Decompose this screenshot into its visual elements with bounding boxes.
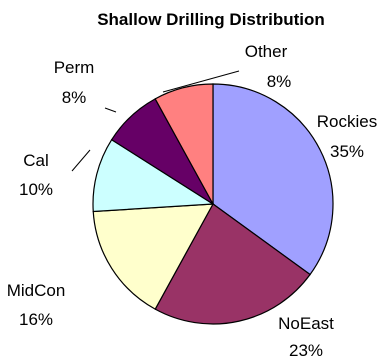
slice-percent-rockies: 35% <box>330 142 364 161</box>
pie-slice-other <box>154 83 214 205</box>
pie-slice-noeast <box>154 203 311 325</box>
leader-lines <box>71 70 240 172</box>
slice-percent-cal: 10% <box>19 180 53 199</box>
leader-line-other <box>162 70 240 93</box>
slice-label-noeast: NoEast <box>278 314 334 333</box>
slice-percent-noeast: 23% <box>289 341 323 360</box>
slice-label-midcon: MidCon <box>7 281 66 300</box>
slice-percent-midcon: 16% <box>19 310 53 329</box>
slice-label-other: Other <box>245 42 288 61</box>
leader-line-cal <box>71 149 91 172</box>
pie-slices <box>92 83 334 325</box>
slice-label-cal: Cal <box>23 151 49 170</box>
pie-slice-rockies <box>212 83 334 276</box>
pie-slice-midcon <box>92 203 215 310</box>
chart-title: Shallow Drilling Distribution <box>97 10 325 29</box>
pie-slice-cal <box>92 138 215 213</box>
slice-label-perm: Perm <box>54 58 95 77</box>
slice-label-rockies: Rockies <box>317 112 377 131</box>
slice-percent-other: 8% <box>267 72 292 91</box>
slice-labels: Rockies 35% NoEast 23% MidCon 16% Cal 10% Perm 8%… <box>7 42 378 360</box>
slice-percent-perm: 8% <box>62 88 87 107</box>
leader-line-perm <box>104 107 117 113</box>
